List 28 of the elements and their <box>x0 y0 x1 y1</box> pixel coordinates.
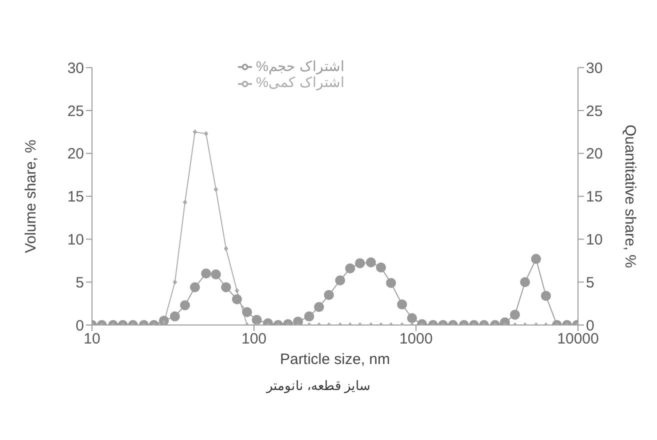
y-axis-title: Volume share, % <box>22 140 40 253</box>
point <box>204 130 208 136</box>
y2-tick-label: 10 <box>586 232 603 249</box>
y-tick-label: 15 <box>67 188 84 206</box>
legend-label: %اشتراک حجم <box>256 58 344 74</box>
point <box>192 129 198 135</box>
y2-tick-label: 30 <box>586 60 603 77</box>
y-tick-label: 20 <box>67 146 84 163</box>
point <box>182 200 188 206</box>
y2-tick-label: 5 <box>586 274 594 292</box>
y2-axis-title: Quantitative share, % <box>622 124 639 268</box>
point <box>214 186 218 192</box>
y2-tick-label: 20 <box>586 146 603 163</box>
y-tick-label: 30 <box>67 60 84 77</box>
y-tick-label: 0 <box>76 317 84 334</box>
x-tick-label: 1000 <box>399 330 433 348</box>
legend-label: %اشتراک کمی <box>256 74 344 90</box>
y-tick-label: 25 <box>67 102 84 120</box>
y-tick-label: 10 <box>67 232 84 249</box>
x-tick-label: 100 <box>241 330 267 348</box>
y2-tick-label: 15 <box>586 188 603 206</box>
text: سایز قطعه، نانومتر <box>265 378 372 393</box>
y2-tick-label: 25 <box>586 102 603 120</box>
point <box>224 246 228 252</box>
x-axis-title: Particle size, nm <box>280 351 390 368</box>
point <box>172 279 178 285</box>
y-tick-label: 5 <box>76 274 84 292</box>
point <box>234 288 240 294</box>
